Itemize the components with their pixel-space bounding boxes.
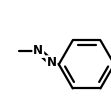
Text: N: N <box>47 56 57 69</box>
Text: N: N <box>33 44 43 57</box>
